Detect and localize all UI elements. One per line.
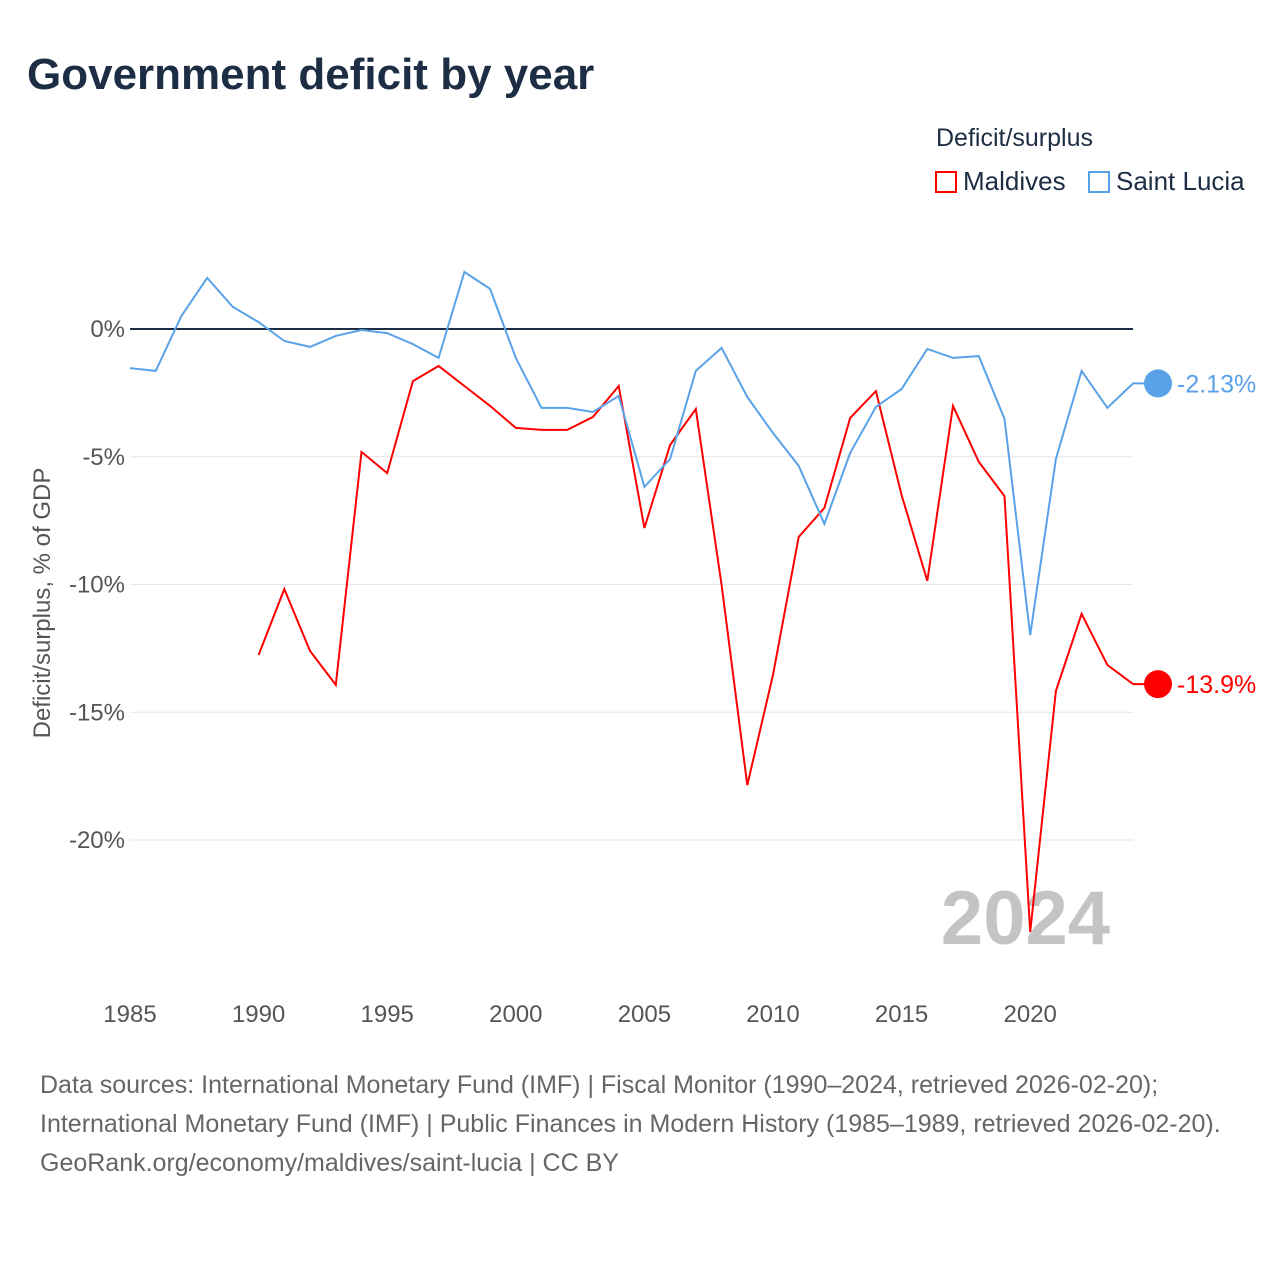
credit-link[interactable]: GeoRank.org/economy/maldives/saint-lucia… bbox=[40, 1149, 619, 1177]
x-tick-label: 2000 bbox=[489, 1001, 542, 1028]
y-tick-label: -15% bbox=[69, 699, 125, 726]
legend-title: Deficit/surplus bbox=[936, 124, 1093, 152]
x-tick-label: 2010 bbox=[746, 1001, 799, 1028]
flag-marker-icon bbox=[1144, 670, 1172, 699]
x-tick-label: 2020 bbox=[1004, 1001, 1057, 1028]
legend-label: Saint Lucia bbox=[1116, 166, 1245, 196]
chart-title: Government deficit by year bbox=[27, 50, 595, 99]
y-axis-label: Deficit/surplus, % of GDP bbox=[29, 468, 56, 739]
legend-swatch bbox=[935, 170, 957, 193]
legend-item-maldives[interactable]: Maldives bbox=[935, 166, 1066, 197]
x-tick-label: 1985 bbox=[103, 1001, 156, 1028]
year-watermark: 2024 bbox=[941, 876, 1110, 961]
footer: Data sources: International Monetary Fun… bbox=[40, 1066, 1240, 1183]
data-sources: Data sources: International Monetary Fun… bbox=[40, 1071, 1221, 1138]
x-tick-label: 1990 bbox=[232, 1001, 285, 1028]
y-tick-label: 0% bbox=[90, 316, 125, 343]
x-tick-label: 2005 bbox=[618, 1001, 671, 1028]
y-tick-label: -10% bbox=[69, 572, 125, 599]
y-tick-label: -5% bbox=[82, 444, 125, 471]
series-line-maldives bbox=[257, 364, 1134, 933]
series-line-saint-lucia bbox=[129, 270, 1134, 636]
x-tick-label: 2015 bbox=[875, 1001, 928, 1028]
plot-area: 0% -5% -10% -15% -20% 1985 1990 1995 2000 2005 201… bbox=[29, 270, 1256, 1028]
end-value-label: -13.9% bbox=[1177, 671, 1256, 699]
legend-swatch bbox=[1088, 170, 1110, 193]
y-tick-label: -20% bbox=[69, 827, 125, 854]
legend-item-saint-lucia[interactable]: Saint Lucia bbox=[1088, 166, 1245, 197]
legend-label: Maldives bbox=[963, 166, 1066, 196]
flag-marker-icon bbox=[1144, 369, 1172, 398]
x-tick-label: 1995 bbox=[361, 1001, 414, 1028]
end-value-label: -2.13% bbox=[1177, 370, 1256, 398]
